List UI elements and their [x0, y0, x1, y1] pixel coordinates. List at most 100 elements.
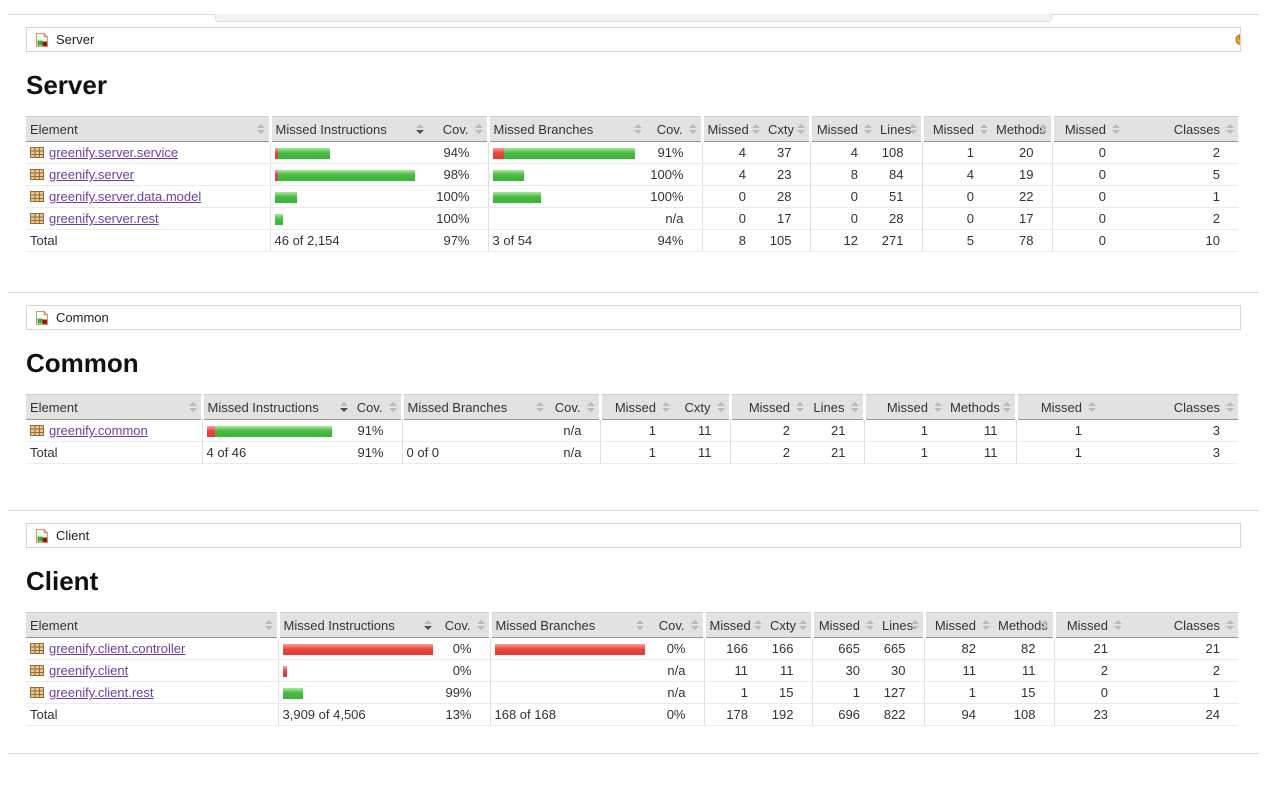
lines-cell: 84: [876, 163, 923, 186]
column-header-missed[interactable]: Missed: [810, 116, 876, 142]
total-cxty: 192: [766, 703, 813, 726]
sort-arrows-icon: [536, 402, 544, 412]
missed-classes-cell: 21: [1054, 637, 1126, 660]
column-header-missed-branches[interactable]: Missed Branches: [488, 116, 646, 142]
lines-cell: 665: [878, 637, 925, 660]
column-header-label: Missed: [1066, 618, 1108, 633]
column-header-cxty[interactable]: Cxty: [766, 612, 814, 638]
page-title: Common: [26, 348, 139, 378]
column-header-label: Classes: [1173, 122, 1220, 137]
total-missed-branches: 168 of 168: [490, 703, 648, 726]
total-classes: 24: [1126, 703, 1238, 726]
column-header-cov-[interactable]: Cov.: [428, 116, 490, 142]
column-header-missed[interactable]: Missed: [600, 394, 674, 420]
total-missed-cxty: 8: [702, 229, 764, 252]
missed-methods-cell: 1: [864, 419, 946, 442]
column-header-missed-instructions[interactable]: Missed Instructions: [270, 116, 428, 142]
classes-cell: 2: [1126, 659, 1238, 682]
column-header-label: Cov.: [356, 400, 383, 415]
sort-arrows-icon: [1038, 124, 1047, 134]
column-header-missed[interactable]: Missed: [922, 116, 992, 142]
column-header-methods[interactable]: Methods: [994, 612, 1056, 638]
package-icon: [30, 687, 44, 698]
column-header-classes[interactable]: Classes: [1124, 116, 1238, 142]
column-header-cov-[interactable]: Cov.: [648, 612, 706, 638]
missed-cxty-cell: 1: [704, 681, 766, 704]
package-link[interactable]: greenify.client.controller: [49, 641, 186, 656]
column-header-lines[interactable]: Lines: [876, 116, 924, 142]
column-header-missed[interactable]: Missed: [1054, 612, 1126, 638]
missed-branches-bar: [488, 207, 646, 230]
table-row: greenify.client.controller 0% 0% 166 166 665 6…: [26, 637, 1238, 660]
element-cell: greenify.server.rest: [26, 207, 271, 230]
sort-arrows-icon: [1114, 620, 1122, 630]
missed-cxty-cell: 4: [702, 163, 764, 186]
column-header-missed[interactable]: Missed: [702, 116, 764, 142]
column-header-element[interactable]: Element: [26, 394, 204, 420]
column-header-missed[interactable]: Missed: [1016, 394, 1100, 420]
table-row: greenify.client 0% n/a 11 11 30 30 11 11 2 2: [26, 659, 1238, 682]
total-row: Total 3,909 of 4,506 13% 168 of 168 0% 178 192…: [26, 703, 1238, 726]
column-header-methods[interactable]: Methods: [946, 394, 1018, 420]
sort-arrows-icon: [716, 402, 725, 412]
column-header-label: Missed: [932, 122, 974, 137]
table-row: greenify.server.rest 100% n/a 0 17 0 28 0 17 0 2: [26, 207, 1238, 230]
column-header-label: Missed Instructions: [283, 618, 395, 633]
column-header-cxty[interactable]: Cxty: [764, 116, 812, 142]
package-link[interactable]: greenify.client: [49, 663, 129, 678]
column-header-label: Missed Instructions: [207, 400, 319, 415]
column-header-cov-[interactable]: Cov.: [548, 394, 602, 420]
lines-cell: 30: [878, 659, 925, 682]
column-header-element[interactable]: Element: [26, 612, 280, 638]
coverage-bar-green: [277, 170, 415, 182]
missed-branches-bar: [488, 185, 646, 208]
package-link[interactable]: greenify.server.service: [49, 145, 179, 160]
cxty-cell: 11: [674, 419, 731, 442]
column-header-missed-instructions[interactable]: Missed Instructions: [278, 612, 436, 638]
element-cell: greenify.server.data.model: [26, 185, 271, 208]
total-instructions-coverage: 97%: [428, 229, 489, 252]
column-header-classes[interactable]: Classes: [1100, 394, 1238, 420]
column-header-missed[interactable]: Missed: [730, 394, 808, 420]
column-header-lines[interactable]: Lines: [878, 612, 926, 638]
total-branches-coverage: 0%: [648, 703, 705, 726]
column-header-missed-branches[interactable]: Missed Branches: [402, 394, 548, 420]
package-link[interactable]: greenify.server.rest: [49, 211, 159, 226]
missed-methods-cell: 82: [924, 637, 994, 660]
column-header-missed[interactable]: Missed: [704, 612, 766, 638]
package-link[interactable]: greenify.common: [49, 423, 148, 438]
missed-instructions-bar: [278, 659, 436, 682]
sessions-icon[interactable]: [1234, 33, 1240, 47]
column-header-label: Missed Branches: [493, 122, 594, 137]
column-header-missed[interactable]: Missed: [812, 612, 878, 638]
package-icon: [30, 643, 44, 654]
column-header-classes[interactable]: Classes: [1126, 612, 1238, 638]
column-header-missed[interactable]: Missed: [864, 394, 946, 420]
column-header-element[interactable]: Element: [26, 116, 272, 142]
column-header-cov-[interactable]: Cov.: [352, 394, 404, 420]
column-header-label: Element: [30, 618, 78, 633]
column-header-cov-[interactable]: Cov.: [436, 612, 492, 638]
sort-arrows-icon: [908, 124, 917, 134]
breadcrumb: Client: [26, 523, 1241, 548]
package-link[interactable]: greenify.server: [49, 167, 135, 182]
sort-arrows-icon: [796, 402, 804, 412]
column-header-missed[interactable]: Missed: [1052, 116, 1124, 142]
column-header-cov-[interactable]: Cov.: [646, 116, 704, 142]
column-header-cxty[interactable]: Cxty: [674, 394, 732, 420]
sort-arrows-icon: [752, 124, 760, 134]
missed-lines-cell: 8: [810, 163, 876, 186]
column-header-missed-branches[interactable]: Missed Branches: [490, 612, 648, 638]
missed-cxty-cell: 11: [704, 659, 766, 682]
total-missed-lines: 2: [730, 441, 808, 464]
total-branches-coverage: n/a: [548, 441, 601, 464]
package-icon: [30, 147, 44, 158]
sort-arrows-icon: [1040, 620, 1049, 630]
lines-cell: 108: [876, 141, 923, 164]
package-link[interactable]: greenify.client.rest: [49, 685, 154, 700]
column-header-lines[interactable]: Lines: [808, 394, 866, 420]
column-header-missed-instructions[interactable]: Missed Instructions: [202, 394, 352, 420]
column-header-methods[interactable]: Methods: [992, 116, 1054, 142]
package-link[interactable]: greenify.server.data.model: [49, 189, 202, 204]
column-header-missed[interactable]: Missed: [924, 612, 994, 638]
